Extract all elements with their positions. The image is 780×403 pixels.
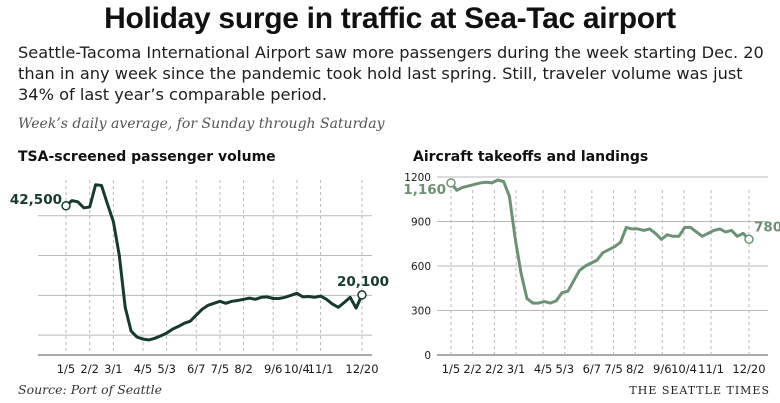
ops-series-line xyxy=(449,178,751,305)
tsa-x-tick-label: 6/7 xyxy=(187,362,206,376)
ops-x-tick-label: 10/4 xyxy=(671,362,697,376)
ops-start-point xyxy=(446,178,456,188)
ops-start-label: 1,160 xyxy=(403,182,446,198)
tsa-x-tick-label: 11/1 xyxy=(308,362,334,376)
tsa-end-label: 20,100 xyxy=(337,274,389,290)
ops-x-tick-label: 2/2 xyxy=(485,362,504,376)
tsa-chart-title: TSA-screened passenger volume xyxy=(18,149,276,165)
tsa-x-tick-label: 8/2 xyxy=(234,362,253,376)
tsa-start-label: 42,500 xyxy=(10,192,62,208)
ops-y-tick-label: 900 xyxy=(411,217,431,229)
tsa-x-tick-label: 7/5 xyxy=(211,362,230,376)
ops-x-tick-label: 1/5 xyxy=(442,362,461,376)
tsa-x-tick-label: 3/1 xyxy=(104,362,123,376)
ops-x-tick-label: 11/1 xyxy=(698,362,724,376)
ops-x-tick-label: 12/20 xyxy=(732,362,765,376)
ops-y-tick-label: 0 xyxy=(424,350,431,362)
tsa-x-tick-label: 5/3 xyxy=(157,362,176,376)
ops-y-tick-label: 1200 xyxy=(404,172,431,184)
ops-x-tick-label: 7/5 xyxy=(604,362,623,376)
headline: Holiday surge in traffic at Sea-Tac airp… xyxy=(104,2,676,35)
ops-x-tick-label: 2/2 xyxy=(463,362,482,376)
tsa-x-tick-label: 12/20 xyxy=(345,362,378,376)
tsa-x-tick-label: 2/2 xyxy=(80,362,99,376)
ops-y-tick-label: 600 xyxy=(411,261,431,273)
ops-end-point xyxy=(744,234,754,245)
operations-chart-title: Aircraft takeoffs and landings xyxy=(413,149,649,165)
tsa-x-tick-label: 4/5 xyxy=(134,362,153,376)
tsa-x-tick-label: 1/5 xyxy=(57,362,76,376)
subheading: Week’s daily average, for Sunday through… xyxy=(18,116,385,132)
ops-x-tick-label: 8/2 xyxy=(626,362,645,376)
source-note: Source: Port of Seattle xyxy=(18,382,163,397)
tsa-end-point xyxy=(357,290,367,300)
ops-y-tick-label: 300 xyxy=(411,306,431,318)
publisher-credit: THE SEATTLE TIMES xyxy=(629,384,770,397)
tsa-x-tick-label: 9/6 xyxy=(264,362,283,376)
intro-paragraph: Seattle-Tacoma International Airport saw… xyxy=(18,43,764,104)
ops-x-tick-label: 5/3 xyxy=(556,362,575,376)
tsa-start-point xyxy=(61,201,71,211)
tsa-x-tick-label: 10/4 xyxy=(284,362,310,376)
ops-x-tick-label: 6/7 xyxy=(583,362,602,376)
ops-x-tick-label: 3/1 xyxy=(507,362,526,376)
tsa-series-line xyxy=(64,183,364,342)
ops-x-tick-label: 9/6 xyxy=(653,362,672,376)
ops-end-label: 780 xyxy=(754,219,780,235)
ops-x-tick-label: 4/5 xyxy=(534,362,553,376)
